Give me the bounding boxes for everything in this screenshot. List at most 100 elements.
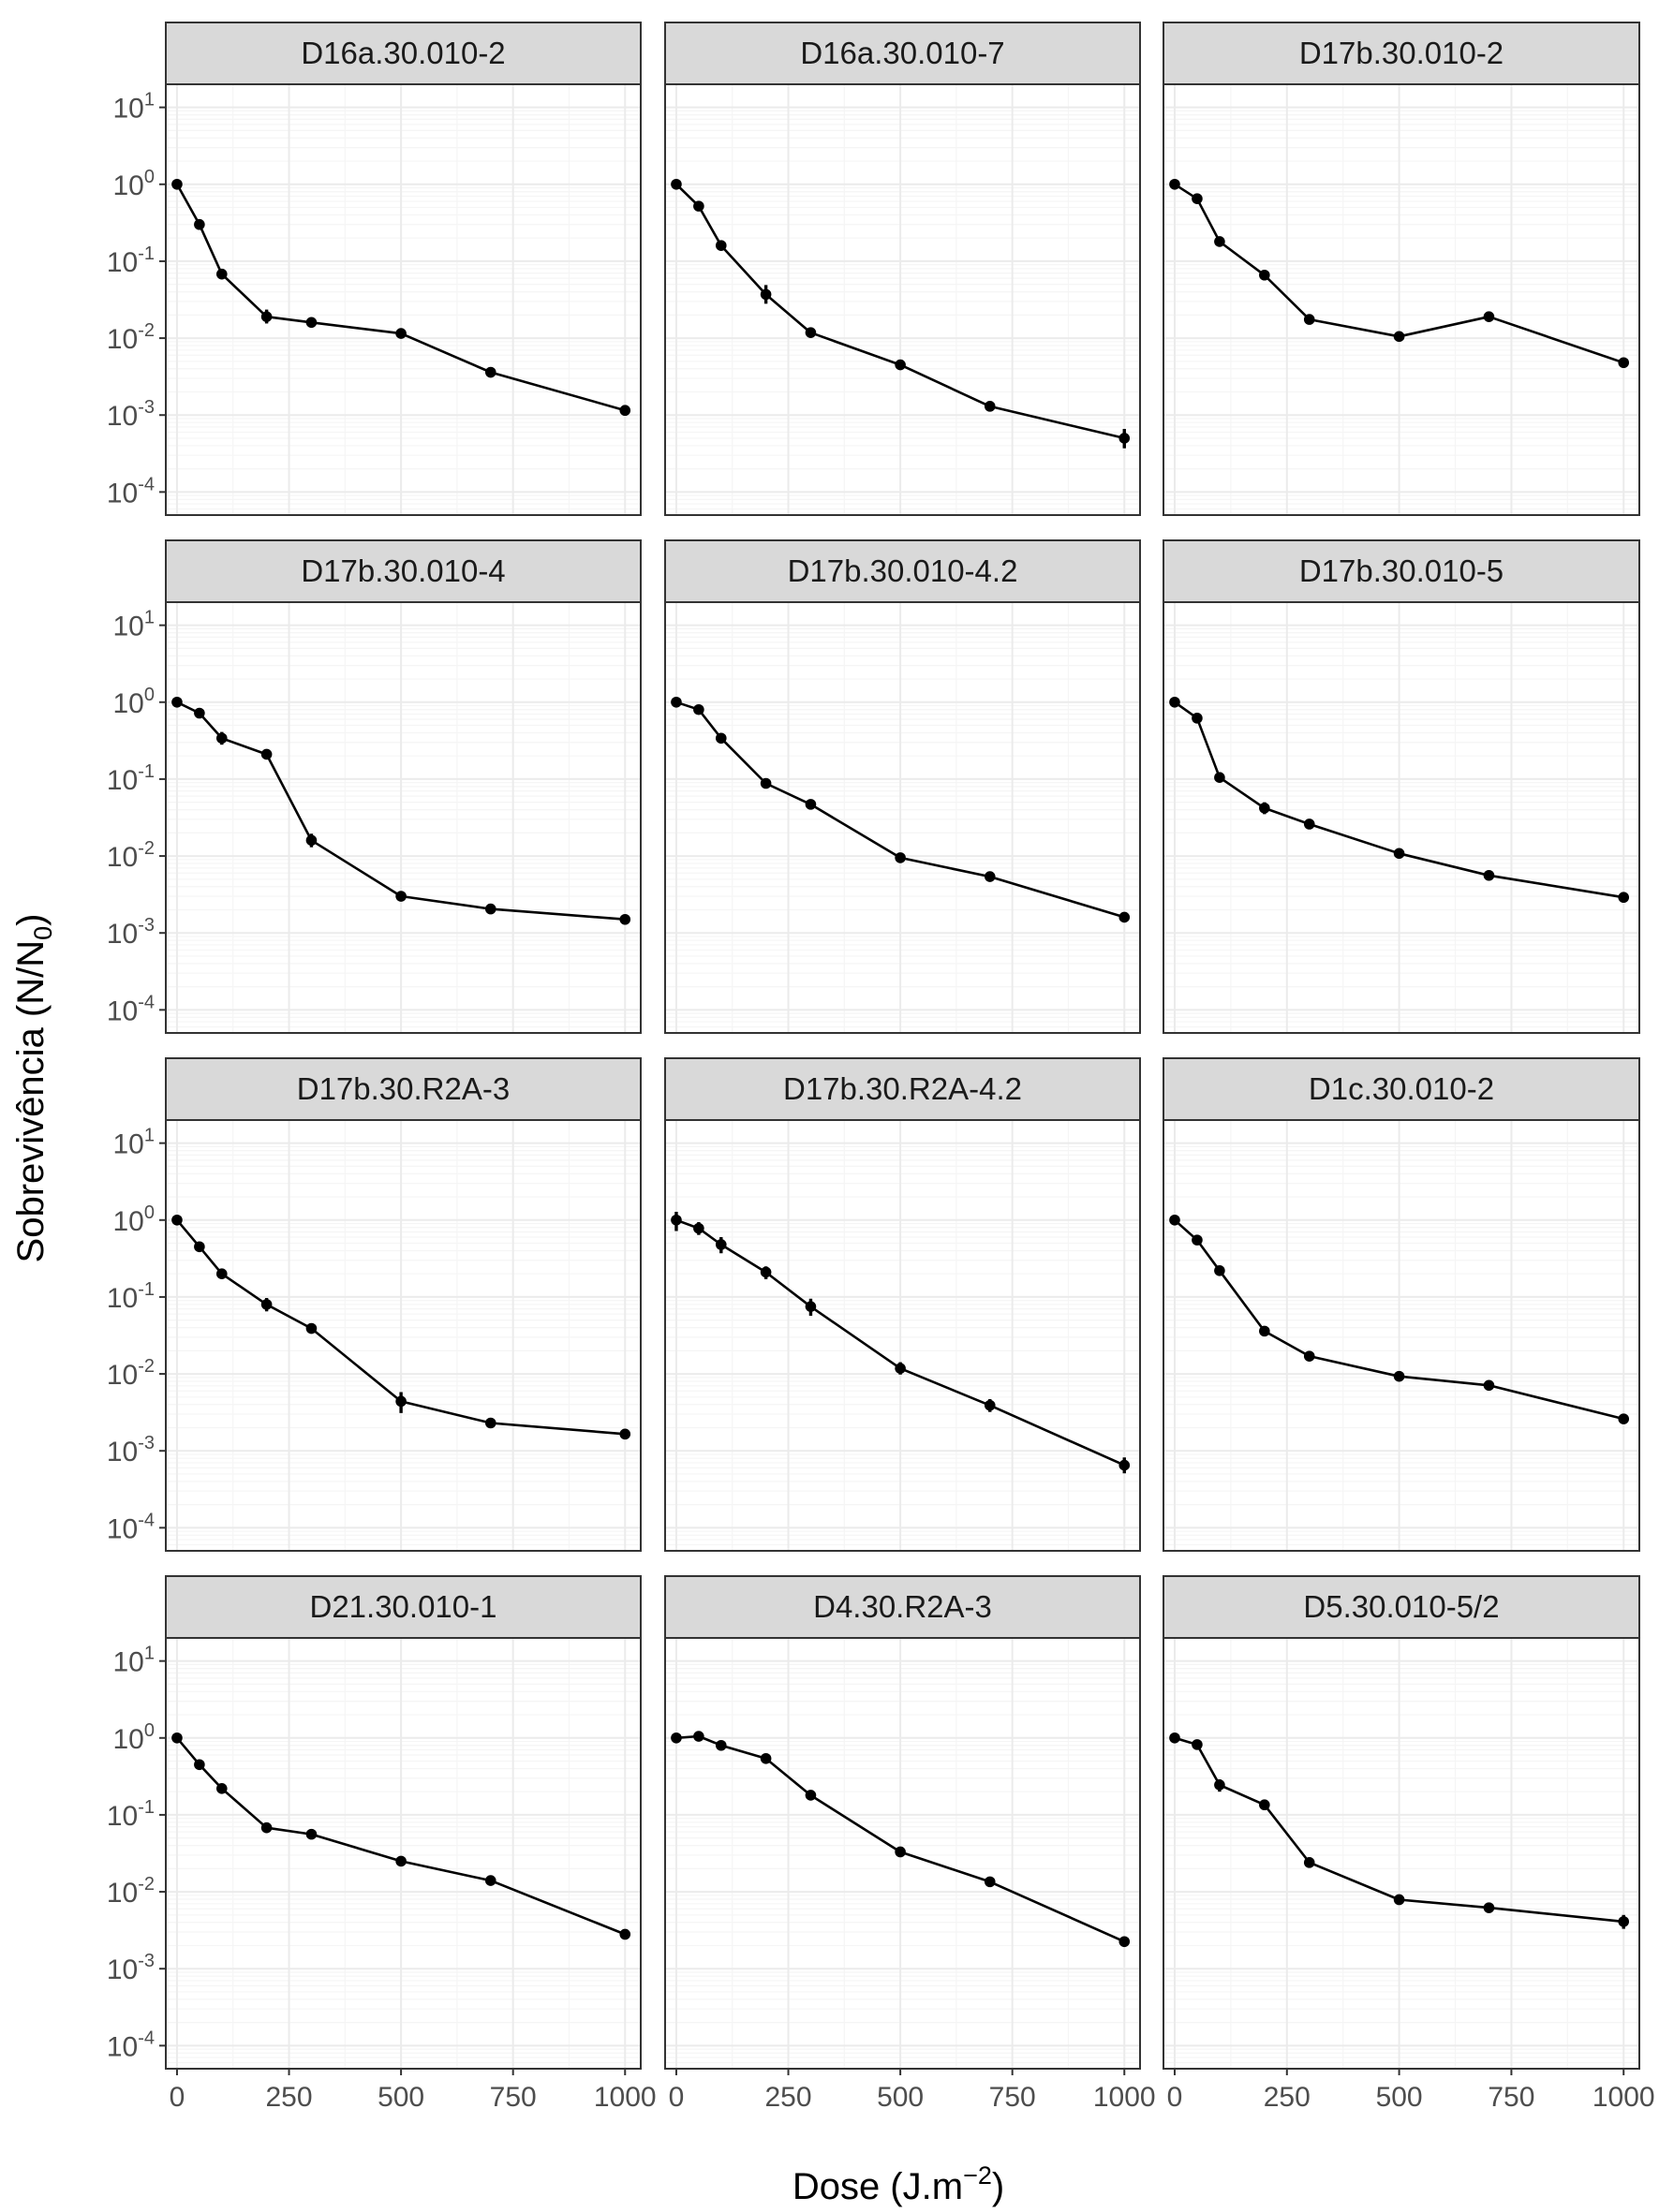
x-tick-label: 500 — [877, 2082, 924, 2113]
data-point — [895, 852, 906, 863]
data-point — [1303, 1857, 1315, 1868]
data-point — [693, 703, 704, 715]
facet-strip-label: D17b.30.R2A-3 — [297, 1071, 510, 1106]
y-tick-label: 10-2 — [107, 1874, 155, 1909]
panels-layer: D16a.30.010-210-410-310-210-1100101D16a.… — [107, 22, 1655, 2113]
data-point — [395, 1855, 407, 1867]
facet-panel: D16a.30.010-7 — [664, 22, 1141, 516]
y-tick-label: 10-2 — [107, 320, 155, 355]
data-point — [1393, 331, 1405, 343]
facet-strip — [165, 1575, 642, 1639]
data-point — [1118, 433, 1131, 444]
data-point — [1618, 357, 1630, 369]
facet-strip-label: D17b.30.010-2 — [1299, 36, 1503, 70]
data-point — [1192, 1739, 1203, 1750]
x-tick-label: 750 — [490, 2082, 537, 2113]
data-point — [260, 1299, 273, 1310]
data-point — [715, 1239, 727, 1250]
facet-panel: D17b.30.R2A-4.2 — [664, 1057, 1141, 1552]
data-point — [715, 732, 727, 745]
data-point — [194, 707, 205, 719]
y-tick-label: 10-1 — [107, 761, 155, 796]
y-tick-label: 10-4 — [107, 992, 155, 1026]
panel-background — [1163, 1638, 1639, 2069]
y-tick-label: 10-4 — [107, 2028, 155, 2062]
y-tick-label: 10-2 — [107, 1356, 155, 1391]
data-point — [671, 178, 682, 190]
data-point — [1214, 236, 1225, 247]
facet-strip — [165, 539, 642, 603]
panel-background — [166, 1638, 641, 2069]
data-point — [1259, 1799, 1270, 1811]
data-point — [984, 401, 996, 412]
data-point — [619, 1428, 631, 1440]
facet-panel: D17b.30.010-4 10-4 10-3 10-2 10-1 100 101 — [107, 539, 642, 1034]
series-line — [675, 700, 1125, 919]
facet-panel: D16a.30.010-2 10-4 10-3 10-2 10-1 100 101 — [107, 22, 642, 516]
x-tick-label: 500 — [1376, 2082, 1423, 2113]
facet-panel: D1c.30.010-2 — [1163, 1057, 1640, 1552]
y-tick-label: 10-1 — [107, 243, 155, 278]
data-point — [1618, 1916, 1630, 1927]
data-point — [1303, 818, 1315, 830]
data-point — [194, 218, 205, 230]
data-point — [760, 777, 772, 789]
facet-strip — [165, 22, 642, 85]
y-tick-label: 101 — [113, 608, 156, 642]
data-point — [1169, 1732, 1180, 1744]
data-point — [619, 405, 631, 417]
data-point — [1303, 1350, 1315, 1362]
data-point — [895, 359, 906, 371]
data-point — [984, 1876, 996, 1888]
facet-panel: D17b.30.010-4.2 — [664, 539, 1141, 1034]
x-tick-label: 0 — [170, 2082, 185, 2113]
x-tick-label: 1000 — [1093, 2082, 1156, 2113]
series-line — [176, 1218, 626, 1436]
y-tick-label: 100 — [113, 685, 156, 719]
data-point — [1303, 314, 1315, 325]
data-point — [215, 268, 228, 280]
data-point — [260, 311, 273, 322]
data-point — [895, 1363, 906, 1374]
data-point — [984, 871, 996, 882]
facet-strip-label: D17b.30.010-4.2 — [788, 553, 1018, 588]
series-line — [1174, 183, 1624, 364]
facet-strip-label: D5.30.010-5/2 — [1303, 1589, 1499, 1624]
data-point — [805, 1790, 817, 1801]
data-point — [1118, 1459, 1131, 1471]
data-point — [1618, 1413, 1630, 1424]
data-point — [171, 1732, 183, 1744]
facet-strip — [1163, 1057, 1640, 1121]
data-point — [671, 1732, 682, 1744]
series-line — [1174, 1218, 1624, 1421]
panel-background — [665, 602, 1140, 1033]
panel-background — [1163, 602, 1639, 1033]
panel-background — [166, 602, 641, 1033]
panel-background — [1163, 84, 1639, 515]
data-point — [693, 1731, 704, 1742]
facet-strip-label: D16a.30.010-7 — [800, 36, 1004, 70]
facet-strip-label: D17b.30.010-5 — [1299, 553, 1503, 588]
x-tick-label: 500 — [378, 2082, 424, 2113]
data-point — [171, 178, 183, 190]
data-point — [1192, 1234, 1203, 1246]
facet-strip — [664, 1575, 1141, 1639]
facet-strip — [1163, 1575, 1640, 1639]
data-point — [305, 834, 318, 847]
y-tick-label: 101 — [113, 90, 156, 125]
facet-strip-label: D1c.30.010-2 — [1309, 1071, 1494, 1106]
y-tick-label: 10-3 — [107, 1433, 155, 1467]
data-point — [1169, 1214, 1180, 1226]
facet-strip-label: D17b.30.010-4 — [301, 553, 505, 588]
series-line — [175, 184, 626, 412]
x-tick-label: 250 — [765, 2082, 812, 2113]
data-point — [484, 1417, 496, 1429]
data-point — [1259, 1325, 1270, 1337]
x-tick-label: 1000 — [1592, 2082, 1655, 2113]
data-point — [671, 696, 682, 708]
series-line — [176, 1736, 626, 1936]
x-tick-label: 0 — [1167, 2082, 1183, 2113]
y-tick-label: 100 — [113, 1720, 156, 1755]
data-point — [1192, 713, 1203, 724]
